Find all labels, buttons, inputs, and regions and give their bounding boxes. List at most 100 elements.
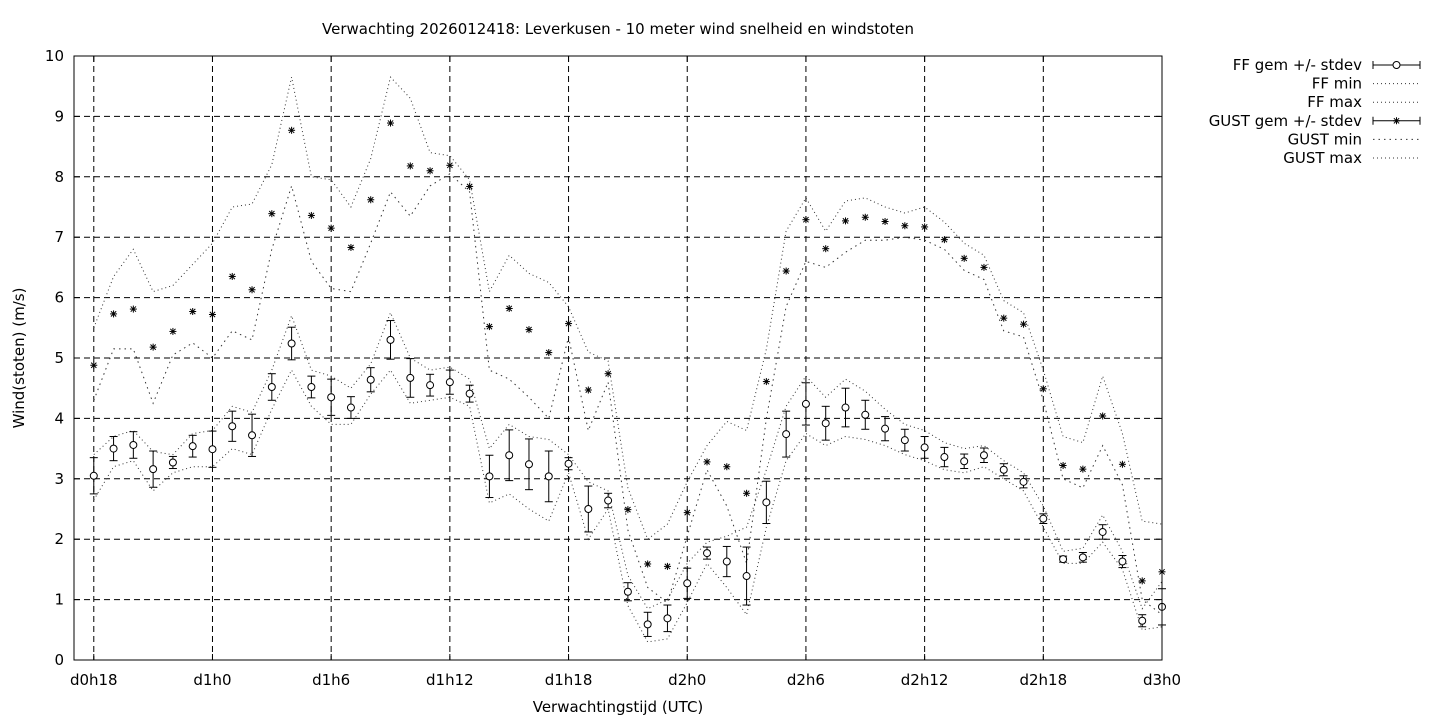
gust-mean-point: [268, 210, 276, 218]
y-tick-label: 1: [54, 591, 64, 609]
grid: [74, 56, 1163, 660]
y-tick-label: 5: [54, 349, 64, 367]
y-tick-label: 10: [45, 47, 64, 65]
chart-title: Verwachting 2026012418: Leverkusen - 10 …: [322, 20, 914, 38]
ff-mean-point: [1078, 553, 1087, 562]
y-tick-label: 4: [54, 409, 64, 427]
ff-mean-point: [426, 381, 435, 390]
x-axis-label: Verwachtingstijd (UTC): [533, 698, 704, 716]
ff-mean-point: [722, 557, 731, 566]
gust-mean-point: [1079, 465, 1087, 473]
plot-frame: [73, 55, 1163, 661]
ff-mean-point: [881, 424, 890, 433]
gust-mean-point: [426, 167, 434, 175]
ff-mean-point: [604, 496, 613, 505]
gust-mean-point: [90, 361, 98, 369]
plot-area: [89, 76, 1166, 643]
ff-mean-point: [920, 443, 929, 452]
ff-mean-point: [524, 460, 533, 469]
gust-mean-point: [545, 349, 553, 357]
gust-mean-point: [782, 267, 790, 275]
gust-mean-point: [406, 162, 414, 170]
ff-mean-point: [129, 440, 138, 449]
ff-mean-point: [999, 465, 1008, 474]
ff-mean-point: [307, 382, 316, 391]
gust-mean-point: [525, 326, 533, 334]
gust-mean-point: [1138, 577, 1146, 585]
ff-mean-point: [366, 375, 375, 384]
ff-mean-point: [584, 505, 593, 513]
gust-mean-point: [861, 213, 869, 221]
legend-ff-mean-marker: [1392, 61, 1401, 69]
ff-mean-point: [267, 382, 276, 391]
gust-mean-point: [565, 320, 573, 328]
gust-mean-point: [802, 216, 810, 224]
ff-mean-point: [861, 410, 870, 419]
ff-mean-point: [979, 451, 988, 460]
ff-mean-point: [960, 457, 969, 466]
x-tick-label: d2h18: [1019, 671, 1067, 689]
y-axis-label: Wind(stoten) (m/s): [10, 288, 28, 429]
y-tick-label: 8: [54, 168, 64, 186]
gust-mean-point: [723, 463, 731, 471]
x-tick-label: d1h12: [426, 671, 474, 689]
ff-mean-point: [1039, 514, 1048, 523]
ff-mean-point: [742, 572, 751, 581]
ff-mean-point: [168, 458, 177, 467]
gust-mean-point: [347, 243, 355, 251]
legend-gust-mean-label: GUST gem +/- stdev: [1209, 112, 1362, 130]
gust-mean-point: [110, 310, 118, 318]
gust-mean-point: [901, 222, 909, 230]
y-tick-label: 2: [54, 530, 64, 548]
gust-mean-point: [683, 509, 691, 517]
ff-mean-point: [1138, 616, 1147, 625]
gust-mean-point: [327, 224, 335, 232]
ff-mean-point: [683, 579, 692, 588]
x-tick-label: d0h18: [70, 671, 118, 689]
gust-mean-point: [703, 458, 711, 466]
ff-mean-point: [900, 436, 909, 445]
ff-mean-point: [445, 378, 454, 387]
gust-mean-point: [604, 370, 612, 378]
ff-max-line: [93, 311, 1163, 610]
ff-mean-point: [940, 453, 949, 462]
axes: 0 1 2 3 4 5 6 7 8 9 10 d0h18 d1h0 d1h6 d1h12 d1h18 d2h0 d…: [45, 47, 1181, 689]
gust-mean-point: [387, 119, 395, 127]
ff-mean-point: [1118, 557, 1127, 566]
x-tick-label: d1h6: [312, 671, 350, 689]
ff-mean-point: [782, 430, 791, 439]
gust-mean-point: [743, 489, 751, 497]
gust-mean-point: [169, 327, 177, 335]
ff-mean-point: [208, 445, 217, 454]
x-tick-label: d1h18: [545, 671, 593, 689]
legend-gust-min-label: GUST min: [1288, 130, 1362, 148]
ff-mean-point: [564, 459, 573, 468]
gust-mean-point: [762, 378, 770, 386]
ff-mean-point: [505, 451, 514, 460]
gust-mean-point: [980, 263, 988, 271]
gust-mean-point: [1020, 320, 1028, 328]
ff-mean-point: [327, 393, 336, 402]
gust-mean-point: [1118, 460, 1126, 468]
gust-mean-point: [940, 236, 948, 244]
gust-mean-point: [1059, 462, 1067, 470]
gust-mean-point: [624, 506, 632, 514]
gust-mean-point: [1099, 412, 1107, 420]
gust-mean-point: [367, 196, 375, 204]
gust-mean-point: [841, 217, 849, 225]
gust-mean-point: [149, 343, 157, 351]
ff-mean-point: [1019, 477, 1028, 486]
y-tick-label: 0: [54, 651, 64, 669]
ff-mean-point: [465, 389, 474, 398]
ff-mean-point: [1098, 527, 1107, 536]
ff-mean-point: [346, 403, 355, 412]
x-tick-label: d2h6: [787, 671, 825, 689]
ff-mean-point: [485, 472, 494, 481]
y-tick-label: 3: [54, 470, 64, 488]
gust-mean-point: [307, 211, 315, 219]
ff-mean-point: [1059, 555, 1068, 564]
legend-ff-max-label: FF max: [1307, 93, 1362, 111]
ff-mean-point: [663, 614, 672, 623]
ff-mean-point: [149, 465, 158, 474]
